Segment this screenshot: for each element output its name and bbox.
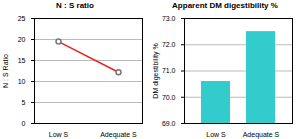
svg-text:Low S: Low S [49, 131, 69, 138]
html-text:Apparent DM digestibility %: Apparent DM digestibility % [172, 1, 278, 10]
svg-text:10: 10 [18, 78, 26, 85]
html-text:N : S ratio: N : S ratio [56, 1, 94, 10]
svg-text:70.0: 70.0 [162, 93, 176, 100]
svg-text:DM digestibility %: DM digestibility % [152, 43, 160, 98]
svg-text:69.0: 69.0 [162, 120, 176, 127]
svg-text:15: 15 [18, 57, 26, 64]
svg-text:20: 20 [18, 36, 26, 43]
svg-text:Low S: Low S [206, 131, 226, 138]
svg-text:0: 0 [22, 120, 26, 127]
svg-text:25: 25 [18, 15, 26, 22]
svg-text:Adequate S: Adequate S [100, 131, 137, 139]
svg-text:71.0: 71.0 [162, 67, 176, 74]
svg-text:5: 5 [22, 99, 26, 106]
svg-text:N : S Ratio: N : S Ratio [2, 54, 9, 88]
svg-text:Adequate S: Adequate S [243, 131, 280, 139]
svg-text:73.0: 73.0 [162, 15, 176, 22]
svg-text:72.0: 72.0 [162, 41, 176, 48]
